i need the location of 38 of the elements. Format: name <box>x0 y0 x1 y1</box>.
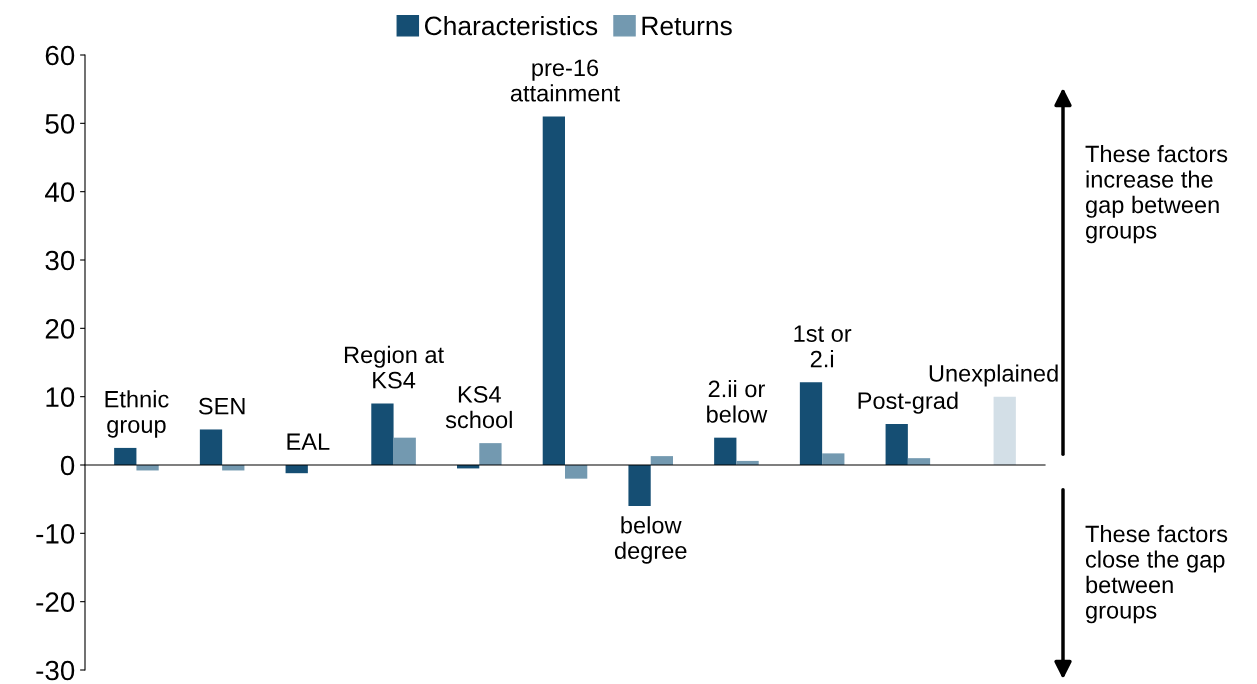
x-tick-label: Post-grad <box>858 391 958 414</box>
text: These factors close the gap between groups <box>1085 525 1228 624</box>
text: These factors increase the gap between groups <box>1085 145 1228 244</box>
y-tick-label: 20 <box>45 319 75 339</box>
x-tick-label: EAL <box>287 433 330 450</box>
legend-label: Characteristics <box>424 15 598 36</box>
x-tick-label: Unexplained <box>929 364 1058 387</box>
bar <box>822 453 845 465</box>
x-tick-label: 2.ii or below <box>707 379 768 423</box>
bar <box>114 447 137 465</box>
bar <box>479 443 502 465</box>
x-tick-label: Ethnic group <box>105 390 169 438</box>
y-tick-label: 30 <box>45 250 75 271</box>
x-tick-label: pre-16 attainment <box>510 59 620 102</box>
y-tick-label: 10 <box>46 387 75 408</box>
y-tick-label: -10 <box>36 524 75 544</box>
legend-label: Returns <box>642 16 732 36</box>
x-tick-label: 1st or 2.i <box>794 325 852 368</box>
bar <box>199 429 223 465</box>
y-tick-label: 0 <box>60 455 75 476</box>
bar <box>885 424 908 465</box>
bar <box>393 437 416 465</box>
y-tick-label: 50 <box>45 114 75 134</box>
bar <box>371 403 394 465</box>
x-tick-label: Region at KS4 <box>344 345 444 389</box>
y-tick-label: 40 <box>45 182 75 203</box>
bar <box>993 396 1016 465</box>
bar <box>714 437 737 465</box>
bar <box>565 465 588 479</box>
y-tick-label: -30 <box>36 660 75 681</box>
bar <box>542 116 565 465</box>
y-tick-label: -20 <box>36 592 75 613</box>
x-tick-label: KS4 school <box>445 386 512 429</box>
x-tick-label: SEN <box>198 397 245 415</box>
x-tick-label: below degree <box>614 516 687 564</box>
y-tick-label: 60 <box>45 45 75 66</box>
bar <box>799 382 823 465</box>
bar <box>628 465 651 506</box>
